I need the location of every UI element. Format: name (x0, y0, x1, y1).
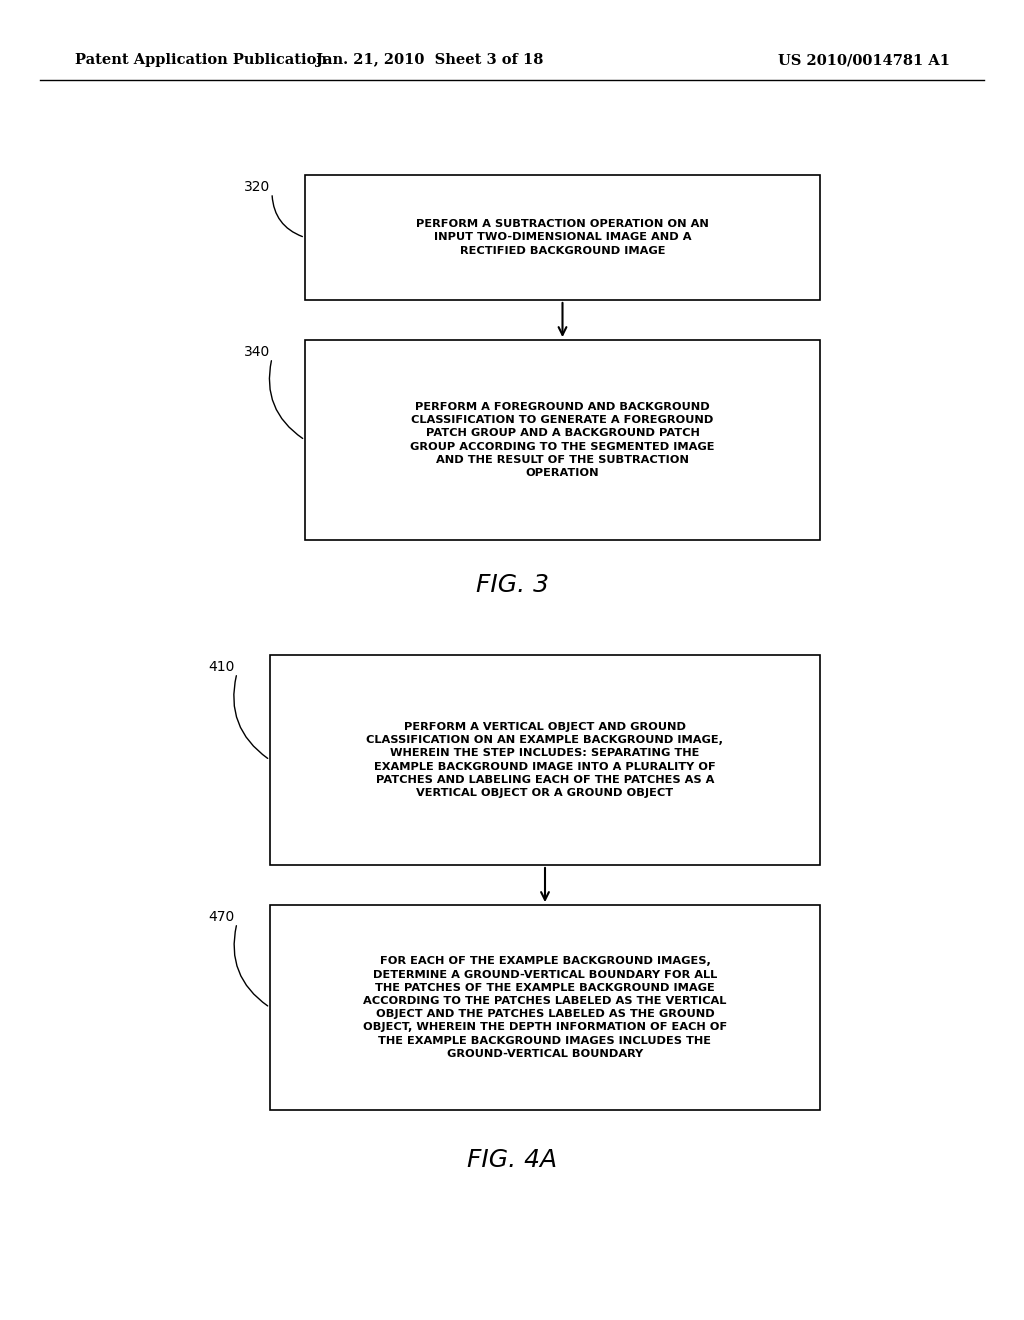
Text: 410: 410 (209, 660, 234, 675)
Bar (270, 906, 820, 1110)
Text: FOR EACH OF THE EXAMPLE BACKGROUND IMAGES,
DETERMINE A GROUND-VERTICAL BOUNDARY : FOR EACH OF THE EXAMPLE BACKGROUND IMAGE… (362, 956, 727, 1059)
Text: Jan. 21, 2010  Sheet 3 of 18: Jan. 21, 2010 Sheet 3 of 18 (316, 53, 544, 67)
Text: 470: 470 (209, 909, 234, 924)
Text: Patent Application Publication: Patent Application Publication (75, 53, 327, 67)
Bar (305, 176, 820, 300)
Text: PERFORM A FOREGROUND AND BACKGROUND
CLASSIFICATION TO GENERATE A FOREGROUND
PATC: PERFORM A FOREGROUND AND BACKGROUND CLAS… (411, 403, 715, 478)
Text: FIG. 3: FIG. 3 (475, 573, 549, 597)
Text: FIG. 4A: FIG. 4A (467, 1148, 557, 1172)
Text: 340: 340 (244, 345, 270, 359)
Text: 320: 320 (244, 180, 270, 194)
Text: PERFORM A VERTICAL OBJECT AND GROUND
CLASSIFICATION ON AN EXAMPLE BACKGROUND IMA: PERFORM A VERTICAL OBJECT AND GROUND CLA… (367, 722, 724, 799)
Bar (270, 655, 820, 865)
Text: US 2010/0014781 A1: US 2010/0014781 A1 (778, 53, 950, 67)
Text: PERFORM A SUBTRACTION OPERATION ON AN
INPUT TWO-DIMENSIONAL IMAGE AND A
RECTIFIE: PERFORM A SUBTRACTION OPERATION ON AN IN… (416, 219, 709, 256)
Bar (305, 341, 820, 540)
